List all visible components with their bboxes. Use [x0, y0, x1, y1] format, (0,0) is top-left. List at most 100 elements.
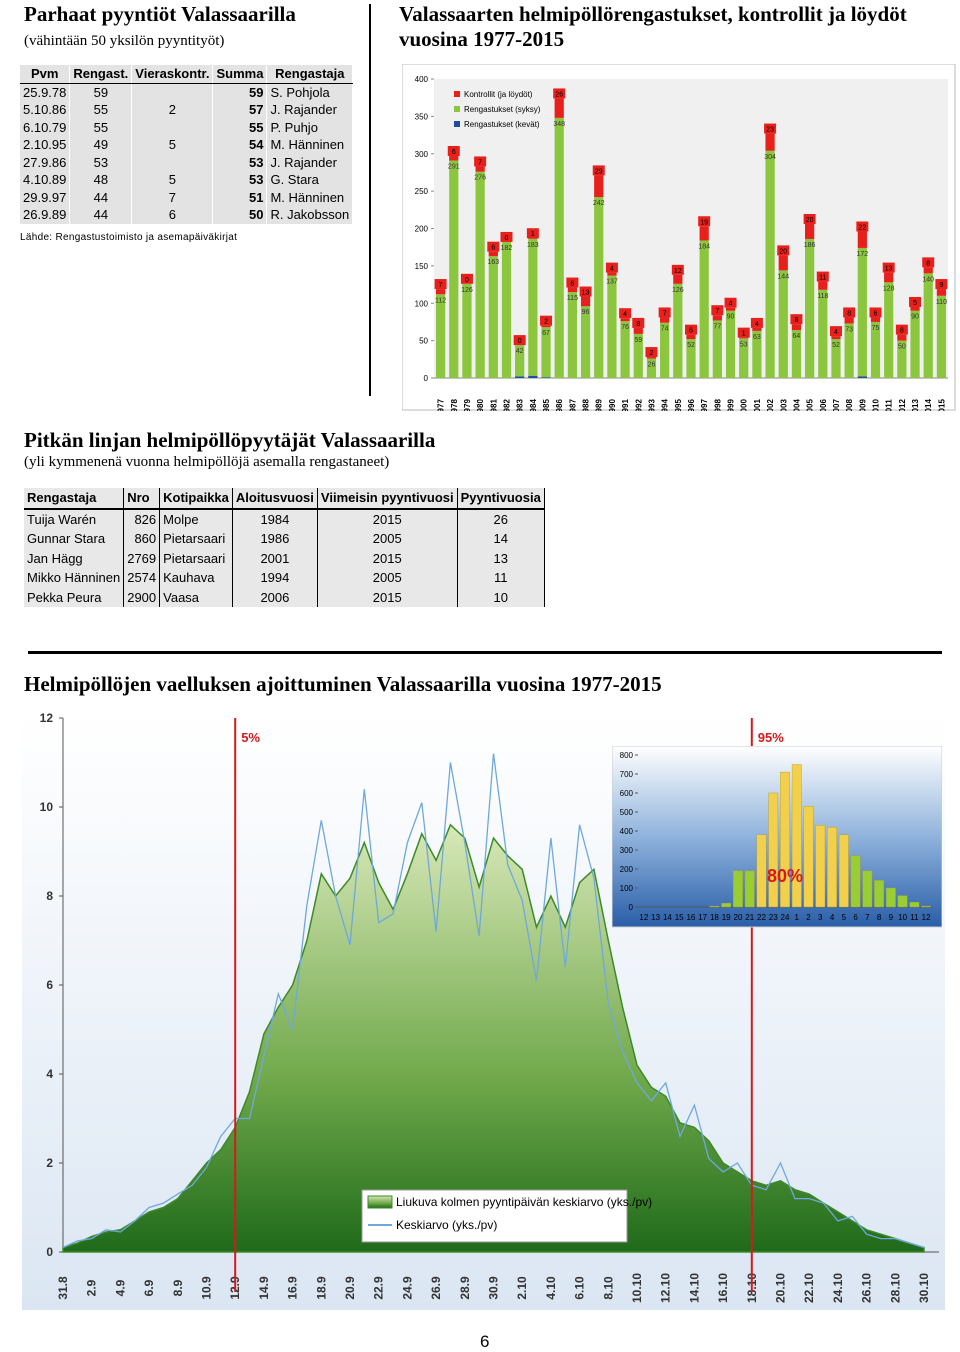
- value-label: 7: [478, 159, 482, 166]
- bar-segment: [765, 150, 775, 378]
- line: [62, 753, 925, 1249]
- bar-segment: [699, 226, 709, 241]
- bar-segment: [778, 255, 788, 271]
- x-tick-label: 1993: [647, 399, 656, 411]
- row: 5.10.86 55 2 57 J. Rajander: [20, 101, 354, 119]
- annotation: 80%: [767, 866, 803, 886]
- value-label: 110: [936, 299, 947, 306]
- x-tick-label: 18.9: [314, 1276, 328, 1300]
- value-label: 8: [847, 310, 851, 317]
- row: 6.10.79 55 55 P. Puhjo: [20, 118, 354, 136]
- x-tick-label: 1979: [463, 399, 472, 411]
- bar-segment: [936, 289, 947, 296]
- bar-segment: [541, 325, 551, 328]
- chart-title: Valassaarten helmipöllörengastukset, kon…: [399, 2, 907, 51]
- x-tick-label: 1990: [608, 399, 617, 411]
- cell: Vaasa: [159, 587, 233, 607]
- label-box: [658, 307, 671, 318]
- bar-segment: [673, 274, 683, 284]
- x-tick-label: 11: [910, 913, 919, 922]
- label-box: [724, 297, 737, 308]
- value-label: 182: [501, 245, 513, 252]
- value-label: 64: [793, 333, 801, 340]
- x-tick-label: 14.10: [687, 1273, 701, 1303]
- value-label: 9: [939, 282, 943, 289]
- table-subtitle: (vähintään 50 yksilön pyyntityöt): [24, 33, 225, 49]
- label-box: [540, 315, 553, 326]
- x-tick-label: 12.10: [659, 1273, 673, 1303]
- x-tick-label: 20: [734, 913, 743, 922]
- y-tick-label: 300: [620, 846, 634, 855]
- cell: 48: [69, 171, 133, 189]
- bar: [780, 771, 790, 908]
- x-tick-label: 3: [818, 913, 823, 922]
- label-box: [935, 279, 948, 290]
- bar: [874, 880, 884, 908]
- cell: 6.10.79: [20, 118, 71, 136]
- value-label: 137: [606, 279, 618, 286]
- x-tick-label: 6.9: [142, 1279, 156, 1296]
- table: Rengastaja Nro Kotipaikka Aloitusvuosi Viime…: [24, 488, 545, 607]
- bar-segment: [686, 334, 696, 340]
- label-box: [487, 241, 500, 252]
- cell: 6: [131, 206, 214, 224]
- value-label: 128: [883, 285, 895, 292]
- y-tick-label: 8: [46, 889, 53, 903]
- value-label: 73: [845, 326, 853, 333]
- header-cell: Vieraskontr.: [131, 65, 214, 84]
- bar-segment: [778, 270, 788, 378]
- bar-segment: [923, 273, 933, 378]
- value-label: 0: [518, 338, 522, 345]
- bar-segment: [686, 339, 696, 378]
- label-box: [566, 277, 579, 288]
- x-tick-label: 1981: [489, 399, 498, 411]
- value-label: 52: [832, 342, 840, 349]
- x-tick-label: 2.9: [85, 1279, 99, 1296]
- cell: 2769: [123, 548, 161, 568]
- value-label: 12: [674, 268, 682, 275]
- value-label: 186: [804, 242, 816, 249]
- bar-segment: [488, 256, 498, 378]
- bar-segment: [435, 289, 446, 295]
- value-label: 6: [491, 245, 495, 252]
- bar: [803, 806, 814, 908]
- label-box: [790, 314, 803, 325]
- value-label: 96: [582, 309, 590, 316]
- cell: 5.10.86: [20, 101, 71, 119]
- cell: 2: [131, 101, 214, 119]
- cell: 53: [212, 171, 268, 189]
- value-label: 2: [544, 319, 548, 326]
- x-tick-label: 20.10: [774, 1273, 788, 1303]
- label-box: [513, 335, 526, 346]
- label-box: [869, 307, 882, 318]
- value-label: 6: [874, 310, 878, 317]
- bar-segment: [580, 306, 591, 378]
- legend-swatch: [454, 91, 460, 97]
- cell: 14: [457, 529, 545, 549]
- cell: 5: [131, 171, 214, 189]
- cell: Pekka Peura: [24, 587, 125, 607]
- bar-segment: [897, 334, 907, 341]
- cell: Gunnar Stara: [24, 529, 125, 549]
- label-box: [460, 273, 473, 284]
- label-box: [553, 88, 566, 99]
- bar-segment: [673, 283, 683, 378]
- x-tick-label: 28.9: [458, 1276, 472, 1300]
- value-label: 5: [913, 300, 917, 307]
- x-tick-label: 4.9: [113, 1279, 127, 1296]
- x-tick-label: 6.10: [573, 1276, 587, 1300]
- label-box: [909, 296, 922, 307]
- label-box: [474, 156, 487, 167]
- y-tick-label: 200: [415, 225, 429, 234]
- y-tick-label: 150: [415, 262, 429, 271]
- x-tick-label: 20.9: [343, 1276, 357, 1300]
- bar-segment: [712, 315, 722, 321]
- value-label: 52: [687, 342, 695, 349]
- x-tick-label: 2015: [937, 399, 946, 411]
- label-box: [750, 317, 763, 328]
- label-box: [685, 324, 697, 335]
- x-tick-label: 30.10: [917, 1273, 931, 1303]
- x-tick-label: 16.10: [716, 1273, 730, 1303]
- bar-segment: [831, 336, 841, 340]
- bar-segment: [699, 240, 709, 378]
